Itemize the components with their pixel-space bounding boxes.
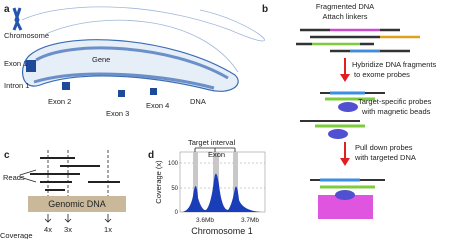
label: Coverage (0, 231, 33, 239)
label: Hybridize DNA fragments (352, 60, 436, 69)
label: Gene (92, 55, 110, 64)
bead (338, 102, 358, 112)
label: Reads (3, 173, 25, 182)
label: 3x (64, 225, 72, 234)
fragments (296, 28, 420, 53)
label: Exon (208, 150, 225, 159)
panel-a: a Chromosome Gene Exon 1 Intron 1 Exon 2… (4, 4, 265, 118)
axis-label: Chromosome 1 (191, 226, 253, 236)
axis-label: Coverage (x) (154, 160, 163, 204)
label: Exon 1 (4, 59, 27, 68)
chromosome-icon (12, 7, 23, 31)
arrow-head (340, 158, 350, 166)
arrow-head (340, 74, 350, 82)
tick-label: 3.7Mb (241, 217, 259, 224)
label: 1x (104, 225, 112, 234)
dna-strand (21, 6, 265, 73)
exon (62, 82, 70, 90)
label: to exome probes (354, 70, 410, 79)
label: Exon 3 (106, 109, 129, 118)
pointer (19, 169, 37, 183)
bead (328, 129, 348, 139)
label: DNA (190, 97, 206, 106)
coverage-peaks (182, 173, 262, 212)
panel-label: d (148, 150, 154, 161)
gene-band (33, 46, 229, 90)
label: Exon 4 (146, 101, 169, 110)
tick-label: 50 (171, 186, 178, 192)
exon (150, 88, 157, 95)
label: 4x (44, 225, 52, 234)
bead (335, 190, 355, 200)
cov-arrows (44, 214, 112, 223)
label: Intron 1 (4, 81, 29, 90)
panel-b: b Fragmented DNA Attach linkers Hybridiz… (262, 2, 436, 219)
label: Fragmented DNA (316, 2, 374, 11)
label: Target interval (188, 138, 235, 147)
tick-label: 0 (175, 210, 179, 216)
panel-label: a (4, 4, 10, 15)
label: with magnetic beads (361, 107, 431, 116)
guides (47, 150, 109, 196)
label: Exon 2 (48, 97, 71, 106)
tick-label: 100 (168, 161, 179, 167)
exon (118, 90, 125, 97)
reads (30, 157, 120, 191)
gene-loop (22, 39, 239, 92)
panel-label: c (4, 150, 10, 161)
label: Pull down probes (355, 143, 413, 152)
exon (26, 60, 36, 72)
genomic-box (28, 196, 126, 212)
label: Attach linkers (322, 12, 367, 21)
label: Genomic DNA (48, 199, 106, 209)
panel-label: b (262, 4, 268, 15)
panel-c: c Reads Genomic DNA 4x 3x 1x Coverage (0, 150, 126, 239)
tick-label: 3.6Mb (196, 217, 214, 224)
label: with targeted DNA (354, 153, 416, 162)
interval-bracket (194, 147, 236, 152)
label: Chromosome (4, 31, 49, 40)
panel-d: d Target interval Exon Coverage (x) 100 … (148, 138, 266, 236)
label: Target-specific probes (358, 97, 432, 106)
